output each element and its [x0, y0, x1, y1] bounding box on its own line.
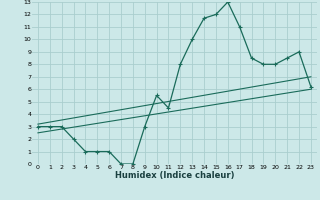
X-axis label: Humidex (Indice chaleur): Humidex (Indice chaleur): [115, 171, 234, 180]
